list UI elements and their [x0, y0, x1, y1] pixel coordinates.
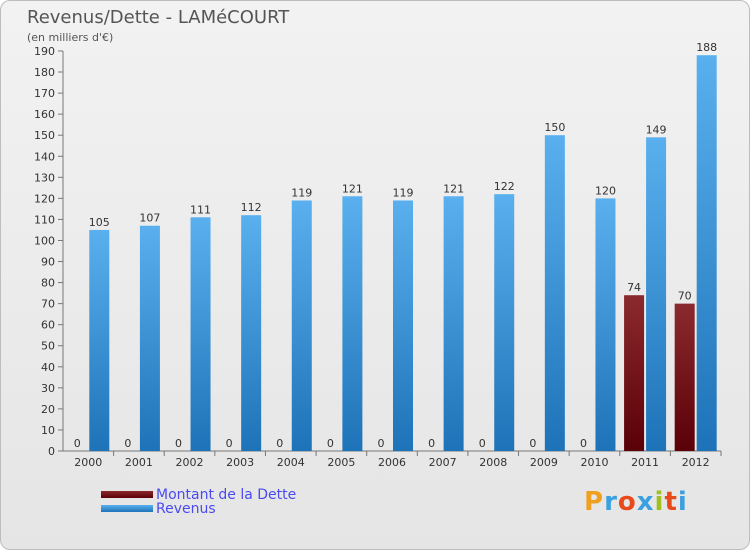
- bar-dette: [674, 303, 695, 451]
- logo-letter: P: [584, 487, 605, 517]
- x-tick-label: 2003: [226, 456, 254, 469]
- bar-revenus: [89, 229, 110, 451]
- data-label-revenus: 111: [190, 203, 211, 216]
- data-label-revenus: 121: [443, 182, 464, 195]
- data-label-dette: 74: [627, 281, 641, 294]
- data-label-dette: 70: [678, 290, 692, 303]
- logo-letter: i: [677, 487, 688, 517]
- data-label-revenus: 121: [342, 182, 363, 195]
- x-tick-label: 2002: [176, 456, 204, 469]
- bar-revenus: [494, 194, 515, 451]
- data-label-revenus: 150: [544, 121, 565, 134]
- data-label-revenus: 112: [241, 201, 262, 214]
- y-tick-label: 120: [34, 192, 55, 205]
- bar-revenus: [139, 225, 160, 451]
- data-label-dette: 0: [580, 437, 587, 450]
- y-tick-label: 90: [41, 256, 55, 269]
- y-tick-label: 190: [34, 45, 55, 58]
- data-label-revenus: 149: [646, 123, 667, 136]
- x-tick-label: 2000: [74, 456, 102, 469]
- data-label-revenus: 188: [696, 41, 717, 54]
- y-tick-label: 110: [34, 213, 55, 226]
- bar-revenus: [291, 200, 312, 451]
- data-label-dette: 0: [175, 437, 182, 450]
- data-label-dette: 0: [74, 437, 81, 450]
- y-tick-label: 140: [34, 150, 55, 163]
- y-tick-label: 150: [34, 129, 55, 142]
- x-tick-label: 2006: [378, 456, 406, 469]
- y-tick-label: 10: [41, 424, 55, 437]
- y-tick-label: 100: [34, 234, 55, 247]
- y-tick-label: 20: [41, 403, 55, 416]
- x-tick-label: 2008: [479, 456, 507, 469]
- bar-revenus: [342, 196, 363, 451]
- logo-letter: t: [664, 487, 678, 517]
- bar-revenus: [190, 217, 211, 451]
- y-tick-label: 60: [41, 319, 55, 332]
- y-tick-label: 0: [48, 445, 55, 458]
- data-label-revenus: 119: [393, 186, 414, 199]
- x-tick-label: 2004: [277, 456, 305, 469]
- logo-letter: x: [636, 487, 655, 517]
- bar-revenus: [696, 55, 717, 452]
- bar-revenus: [595, 198, 616, 451]
- x-tick-label: 2010: [580, 456, 608, 469]
- bar-revenus: [443, 196, 464, 451]
- y-tick-label: 80: [41, 277, 55, 290]
- y-tick-label: 40: [41, 361, 55, 374]
- y-tick-label: 70: [41, 298, 55, 311]
- bar-revenus: [241, 215, 262, 451]
- data-label-dette: 0: [226, 437, 233, 450]
- data-label-dette: 0: [479, 437, 486, 450]
- legend-swatch-revenus: [101, 505, 153, 512]
- chart-subtitle: (en milliers d'€): [27, 31, 114, 44]
- data-label-dette: 0: [276, 437, 283, 450]
- proxiti-logo: Proxiti: [584, 487, 688, 517]
- x-tick-label: 2011: [631, 456, 659, 469]
- y-tick-label: 130: [34, 171, 55, 184]
- logo-letter: i: [654, 487, 665, 517]
- x-tick-label: 2009: [530, 456, 558, 469]
- chart-title: Revenus/Dette - LAMéCOURT: [27, 7, 290, 28]
- data-label-revenus: 107: [139, 212, 160, 225]
- data-label-revenus: 119: [291, 186, 312, 199]
- data-label-dette: 0: [378, 437, 385, 450]
- logo-letter: r: [604, 487, 618, 517]
- y-tick-label: 170: [34, 87, 55, 100]
- x-tick-label: 2012: [682, 456, 710, 469]
- x-tick-label: 2005: [327, 456, 355, 469]
- logo-letter: o: [617, 487, 637, 517]
- legend-label-dette: Montant de la Dette: [156, 487, 297, 503]
- bar-revenus: [646, 137, 667, 451]
- x-tick-label: 2001: [125, 456, 153, 469]
- legend-swatch-dette: [101, 491, 153, 498]
- data-label-dette: 0: [124, 437, 131, 450]
- data-label-revenus: 120: [595, 184, 616, 197]
- data-label-dette: 0: [327, 437, 334, 450]
- legend-label-revenus: Revenus: [156, 501, 216, 517]
- data-label-dette: 0: [428, 437, 435, 450]
- y-tick-label: 160: [34, 108, 55, 121]
- y-tick-label: 30: [41, 382, 55, 395]
- x-tick-label: 2007: [429, 456, 457, 469]
- data-label-revenus: 105: [89, 216, 110, 229]
- y-tick-label: 50: [41, 340, 55, 353]
- data-label-revenus: 122: [494, 180, 515, 193]
- data-label-dette: 0: [529, 437, 536, 450]
- bar-revenus: [393, 200, 413, 451]
- y-tick-label: 180: [34, 66, 55, 79]
- bar-revenus: [544, 135, 565, 452]
- bar-dette: [624, 295, 645, 451]
